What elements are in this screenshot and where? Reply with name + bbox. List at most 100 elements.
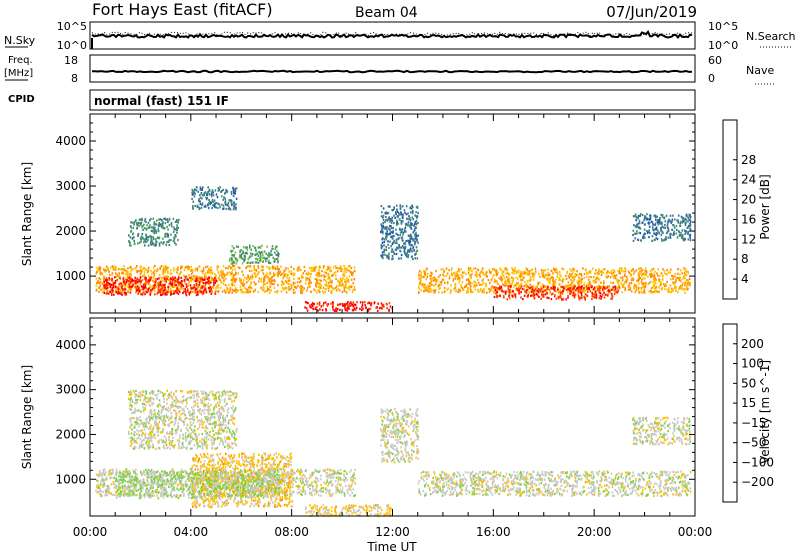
echo-cell-6 — [380, 205, 383, 208]
echo-cell-1 — [157, 286, 160, 289]
echo-cell-0 — [203, 276, 206, 279]
echo-cell-5 — [312, 302, 314, 305]
echo-cell-0 — [298, 485, 301, 488]
echo-cell-6 — [399, 234, 401, 237]
echo-cell-0 — [302, 485, 305, 488]
nsky-trace — [91, 29, 693, 49]
echo-cell-0 — [196, 267, 199, 270]
echo-cell-0 — [342, 478, 344, 481]
echo-cell-0 — [295, 476, 298, 479]
echo-cell-9 — [682, 219, 685, 223]
echo-cell-7 — [622, 285, 624, 288]
echo-cell-0 — [168, 485, 170, 488]
echo-cell-7 — [620, 276, 622, 279]
echo-cell-0 — [115, 289, 117, 292]
echo-cell-0 — [194, 267, 197, 270]
echo-cell-4 — [232, 186, 234, 189]
echo-cell-7 — [527, 287, 530, 290]
echo-cell-0 — [249, 291, 251, 294]
echo-cell-8 — [599, 294, 602, 297]
echo-cell-8 — [603, 296, 606, 299]
echo-cell-7 — [439, 281, 442, 284]
echo-cell-7 — [670, 287, 673, 290]
echo-cell-0 — [314, 267, 317, 270]
echo-cell-0 — [253, 272, 256, 275]
echo-cell-0 — [180, 271, 182, 274]
echo-cell-0 — [124, 278, 126, 281]
echo-cell-0 — [242, 279, 245, 282]
echo-cell-0 — [252, 290, 255, 293]
echo-cell-7 — [559, 273, 561, 276]
echo-cell-6 — [401, 216, 404, 220]
echo-cell-6 — [400, 211, 402, 214]
echo-cell-4 — [192, 205, 194, 208]
echo-cell-7 — [540, 290, 543, 293]
echo-cell-8 — [604, 293, 607, 296]
echo-cell-5 — [386, 307, 388, 310]
echo-cell-6 — [410, 249, 412, 252]
echo-cell-6 — [381, 238, 383, 241]
echo-cell-0 — [245, 288, 248, 291]
echo-cell-9 — [685, 231, 687, 234]
echo-cell-6 — [398, 243, 400, 247]
echo-cell-9 — [680, 236, 683, 239]
echo-cell-6 — [404, 246, 407, 250]
echo-cell-8 — [565, 288, 568, 291]
echo-cell-2 — [257, 246, 260, 249]
echo-cell-4 — [229, 208, 232, 211]
echo-cell-8 — [584, 297, 586, 300]
echo-cell-0 — [123, 289, 126, 292]
echo-cell-0 — [121, 272, 124, 275]
echo-cell-3 — [178, 218, 180, 221]
echo-cell-0 — [123, 291, 125, 294]
echo-cell-3 — [153, 228, 155, 231]
echo-cell-0 — [265, 275, 268, 278]
echo-cell-0 — [127, 270, 129, 274]
echo-cell-9 — [643, 223, 646, 226]
echo-cell-0 — [348, 270, 351, 273]
echo-cell-0 — [146, 475, 148, 479]
echo-cell-6 — [403, 250, 405, 253]
echo-cell-5 — [339, 308, 341, 311]
echo-cell-3 — [177, 238, 179, 242]
echo-cell-0 — [237, 272, 239, 275]
echo-cell-8 — [562, 288, 565, 291]
echo-cell-9 — [642, 234, 645, 237]
echo-cell-8 — [541, 294, 543, 297]
echo-cell-7 — [620, 282, 623, 285]
echo-cell-6 — [398, 237, 400, 240]
echo-cell-8 — [562, 289, 565, 293]
echo-cell-7 — [565, 284, 568, 287]
echo-cell-7 — [524, 283, 527, 287]
echo-cell-0 — [132, 268, 134, 271]
echo-cell-4 — [233, 205, 236, 208]
echo-cell-7 — [457, 274, 460, 277]
echo-cell-0 — [319, 274, 321, 277]
echo-cell-0 — [116, 288, 118, 291]
echo-cell-0 — [159, 267, 161, 270]
echo-cell-0 — [338, 289, 341, 292]
echo-cell-0 — [307, 273, 309, 276]
echo-cell-9 — [689, 236, 691, 239]
echo-cell-0 — [101, 472, 104, 475]
echo-cell-6 — [401, 239, 404, 242]
echo-cell-8 — [581, 296, 583, 299]
echo-cell-6 — [407, 249, 409, 252]
echo-cell-0 — [352, 476, 355, 480]
echo-cell-1 — [171, 283, 173, 287]
echo-cell-1 — [172, 279, 174, 282]
echo-cell-0 — [332, 287, 335, 291]
echo-cell-0 — [141, 279, 144, 282]
echo-cell-7 — [586, 271, 588, 274]
echo-cell-5 — [380, 302, 383, 305]
echo-cell-9 — [685, 219, 688, 222]
echo-cell-7 — [582, 290, 584, 293]
echo-cell-0 — [228, 291, 231, 294]
echo-cell-0 — [337, 287, 340, 290]
echo-cell-0 — [172, 289, 174, 292]
echo-cell-0 — [193, 484, 195, 487]
echo-cell-6 — [388, 233, 390, 236]
echo-cell-7 — [588, 275, 590, 278]
echo-cell-0 — [324, 279, 327, 282]
echo-cell-4 — [222, 198, 225, 201]
